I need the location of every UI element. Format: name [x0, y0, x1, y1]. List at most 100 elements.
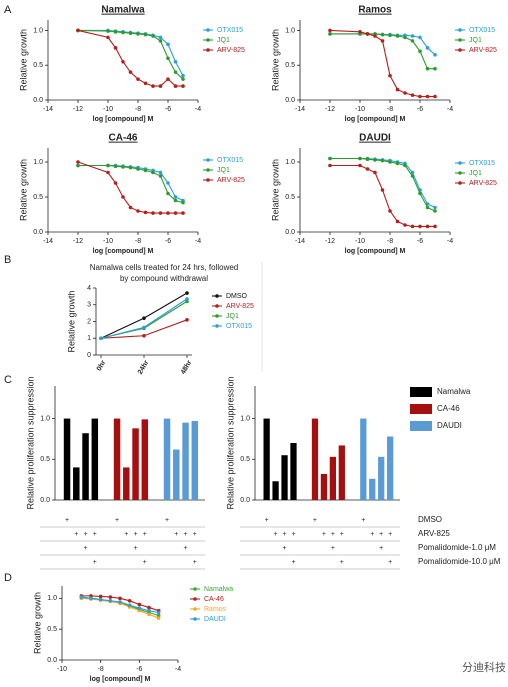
- data-point: [328, 28, 332, 33]
- data-point: [418, 49, 422, 54]
- condition-mark: +: [93, 559, 97, 566]
- data-point: [151, 34, 155, 38]
- x-tick-label: 0hr: [96, 359, 108, 372]
- condition-mark: +: [274, 531, 278, 538]
- data-point: [433, 94, 437, 99]
- data-point: [113, 46, 118, 50]
- legend-marker: [206, 168, 210, 172]
- y-tick-label: 1: [87, 335, 91, 342]
- y-axis-label: Relative proliferation suppression: [25, 376, 35, 509]
- y-axis-label: Relative growth: [18, 159, 28, 221]
- condition-mark: +: [313, 517, 317, 524]
- y-tick-label: 1.0: [33, 159, 43, 166]
- x-tick-label: -12: [325, 238, 335, 245]
- data-point: [365, 157, 370, 161]
- condition-mark: +: [143, 559, 147, 566]
- chart-title: DAUDI: [359, 133, 391, 144]
- data-point: [128, 165, 133, 170]
- x-tick-label: -8: [98, 666, 104, 673]
- data-point: [395, 34, 400, 38]
- data-point: [113, 164, 118, 168]
- data-point: [98, 597, 103, 602]
- legend-marker: [193, 597, 197, 601]
- legend-marker: [206, 158, 210, 162]
- data-point: [166, 181, 170, 185]
- series-line: [77, 161, 183, 214]
- bar: [369, 478, 376, 500]
- x-tick-label: -12: [73, 238, 83, 245]
- chart-title: Namalwa cells treated for 24 hrs, follow…: [90, 263, 239, 272]
- data-point: [358, 30, 362, 34]
- data-point: [410, 34, 415, 38]
- data-point: [173, 195, 178, 199]
- data-point: [410, 170, 415, 175]
- legend-label: Ramos: [204, 606, 227, 613]
- bar: [123, 467, 130, 500]
- legend-swatch: [410, 404, 432, 414]
- y-tick-label: 1.0: [240, 415, 250, 422]
- data-point: [328, 32, 332, 36]
- data-point: [89, 596, 93, 601]
- data-point: [121, 59, 125, 64]
- series-line: [330, 157, 436, 212]
- x-tick-label: -14: [295, 106, 305, 113]
- x-axis-label: log [compound] M: [345, 248, 406, 255]
- y-tick-label: 0.5: [40, 456, 50, 463]
- x-axis-label: log [compound] M: [90, 676, 151, 683]
- data-point: [425, 46, 430, 50]
- y-tick-label: 0.5: [285, 62, 295, 69]
- legend-label: Namalwa: [204, 586, 233, 593]
- condition-mark: +: [84, 545, 88, 552]
- data-point: [89, 594, 93, 598]
- condition-label: ARV-825: [418, 529, 450, 538]
- y-tick-label: 0.0: [33, 229, 43, 236]
- data-point: [137, 606, 142, 610]
- legend-marker: [206, 28, 210, 32]
- x-tick-label: -6: [417, 106, 423, 113]
- legend-label: OTX015: [469, 160, 495, 167]
- x-tick-label: -4: [447, 238, 453, 245]
- y-tick-label: 0.0: [33, 97, 43, 104]
- y-tick-label: 3: [87, 302, 91, 309]
- legend-marker: [215, 324, 219, 328]
- legend-label: OTX015: [217, 157, 243, 164]
- data-point: [143, 210, 148, 215]
- legend-marker: [206, 38, 210, 42]
- condition-mark: +: [361, 517, 365, 524]
- data-point: [98, 594, 103, 599]
- data-point: [147, 608, 151, 613]
- data-point: [358, 156, 362, 161]
- data-point: [156, 613, 161, 618]
- legend-label: JQ1: [469, 37, 482, 44]
- x-tick-label: -10: [103, 238, 113, 245]
- condition-mark: +: [388, 559, 392, 566]
- data-point: [158, 170, 163, 175]
- data-point: [433, 224, 437, 229]
- panel-label: B: [4, 254, 11, 266]
- x-tick-label: -12: [325, 106, 335, 113]
- data-point: [76, 160, 80, 164]
- data-point: [433, 66, 437, 71]
- data-point: [373, 158, 377, 162]
- data-point: [156, 616, 161, 620]
- legend-label: OTX015: [217, 27, 243, 34]
- data-point: [121, 165, 125, 169]
- y-axis-label: Relative growth: [32, 592, 42, 654]
- data-point: [108, 599, 113, 603]
- x-tick-label: -14: [295, 238, 305, 245]
- panel-label: C: [4, 374, 12, 386]
- condition-mark: +: [143, 531, 147, 538]
- data-point: [151, 170, 155, 175]
- data-point: [388, 73, 392, 78]
- y-tick-label: 0.5: [33, 62, 43, 69]
- y-axis-label: Relative growth: [270, 29, 280, 91]
- bar: [73, 467, 80, 500]
- data-point: [410, 93, 415, 97]
- data-point: [76, 28, 80, 33]
- condition-mark: +: [331, 531, 335, 538]
- data-point: [156, 610, 161, 615]
- y-tick-label: 0.0: [240, 497, 250, 504]
- data-point: [113, 181, 118, 185]
- legend-marker: [215, 294, 219, 298]
- data-point: [395, 87, 400, 92]
